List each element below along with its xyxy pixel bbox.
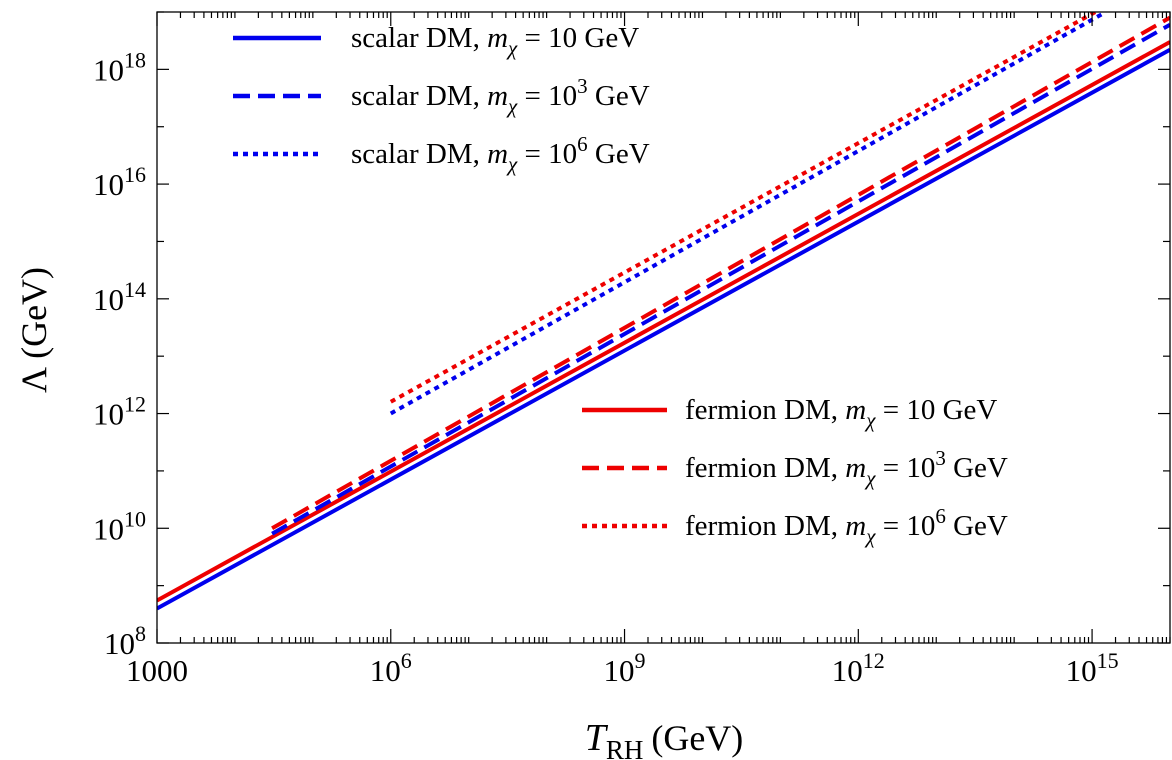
x-tick-label: 1000 (126, 653, 188, 688)
series-line-5 (389, 12, 1107, 416)
x-tick-label: 1012 (832, 648, 885, 688)
legend-entry-label: fermion DM, mχ = 10 GeV (685, 394, 997, 432)
legend-layer: scalar DM, mχ = 10 GeV scalar DM, mχ = 10… (233, 22, 1008, 548)
series-layer (157, 12, 1170, 611)
legend-bottom-right: fermion DM, mχ = 10 GeV fermion DM, mχ = … (582, 394, 1008, 548)
x-tick-label: 109 (604, 648, 646, 688)
legend-entry-label: scalar DM, mχ = 10 GeV (351, 22, 639, 60)
x-tick-label: 106 (370, 648, 412, 688)
series-line-6 (389, 12, 1097, 404)
y-tick-label: 1012 (93, 392, 146, 432)
y-tick-label: 1016 (93, 162, 146, 202)
y-axis-label: Λ (GeV) (14, 267, 54, 393)
legend-entry-label: scalar DM, mχ = 106 GeV (351, 132, 650, 176)
tick-labels: 1000 106 109 1012 1015 108 1010 1012 1014 1016 101… (93, 47, 1119, 688)
x-tick-label: 1015 (1066, 648, 1119, 688)
x-axis-unit: (GeV) (651, 718, 743, 758)
y-tick-label: 1010 (93, 506, 146, 546)
y-tick-label: 108 (104, 621, 146, 661)
y-tick-label: 1018 (93, 47, 146, 87)
tick-layer (156, 11, 1171, 644)
y-axis-unit: (GeV) (14, 267, 54, 359)
series-line-4 (271, 15, 1170, 531)
y-axis-symbol: Λ (14, 367, 54, 393)
x-axis-label: TRH (GeV) (585, 717, 744, 760)
x-axis-symbol: T (585, 717, 609, 759)
legend-entry-label: fermion DM, mχ = 103 GeV (685, 446, 1008, 490)
x-axis-subscript: RH (606, 735, 644, 760)
series-line-2 (157, 40, 1170, 603)
legend-entry-label: scalar DM, mχ = 103 GeV (351, 74, 650, 118)
y-tick-label: 1014 (93, 277, 146, 317)
series-line-3 (271, 22, 1170, 536)
plot-frame (156, 11, 1171, 644)
series-line-1 (157, 47, 1170, 611)
legend-entry-label: fermion DM, mχ = 106 GeV (685, 504, 1008, 548)
legend-top-left: scalar DM, mχ = 10 GeV scalar DM, mχ = 10… (233, 22, 650, 176)
